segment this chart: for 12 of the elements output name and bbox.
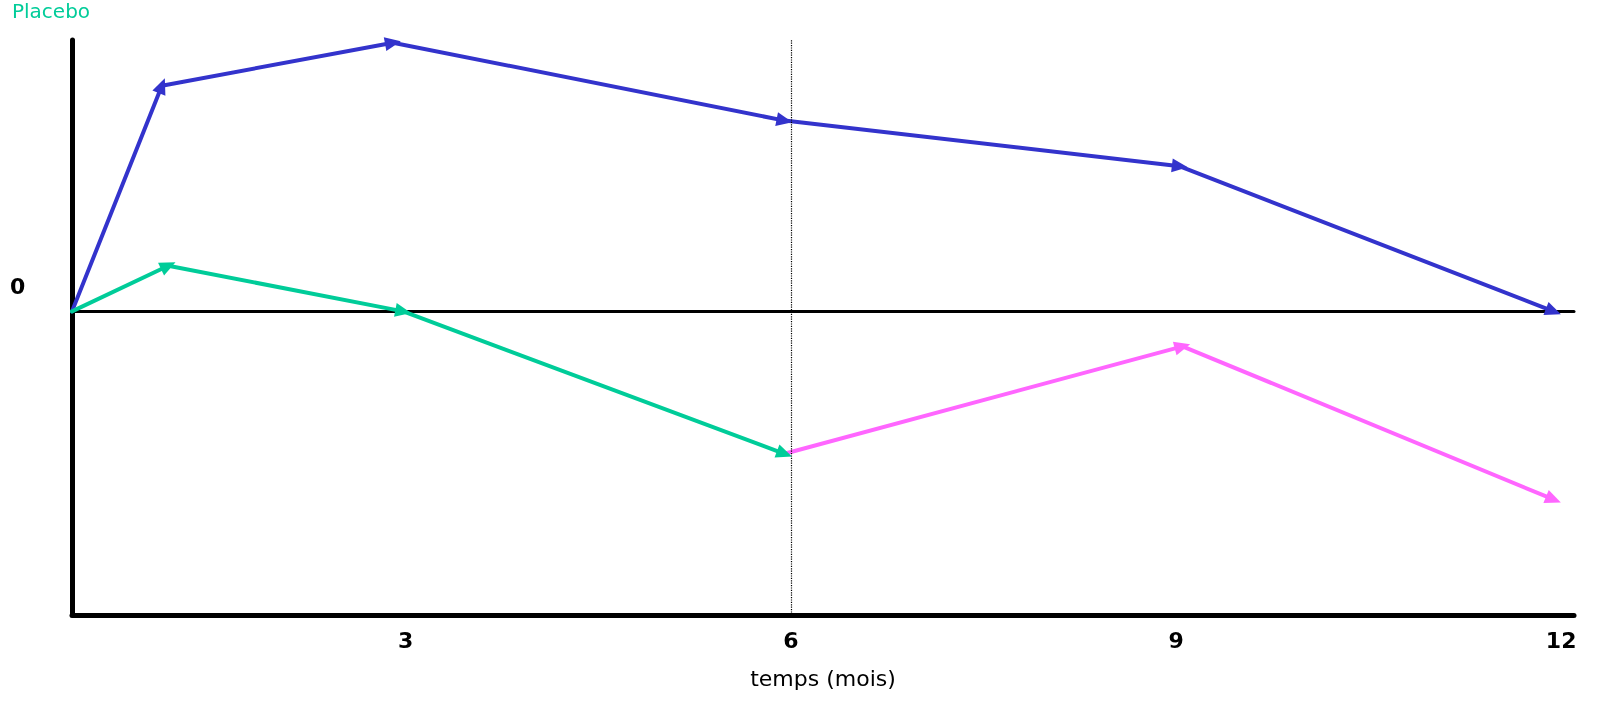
point [1543, 301, 1561, 316]
x-tick-label: 9 [1168, 627, 1184, 653]
point [1171, 158, 1188, 173]
text: Placebo [12, 0, 91, 23]
x-tick-label: 3 [398, 627, 414, 653]
x-tick-label: 12 [1545, 627, 1577, 653]
x-axis-title: temps (mois) [750, 665, 896, 691]
point [383, 37, 401, 52]
point [394, 302, 412, 317]
point [774, 444, 792, 458]
x-tick-label: 6 [783, 627, 799, 653]
text: 0 [10, 273, 26, 299]
